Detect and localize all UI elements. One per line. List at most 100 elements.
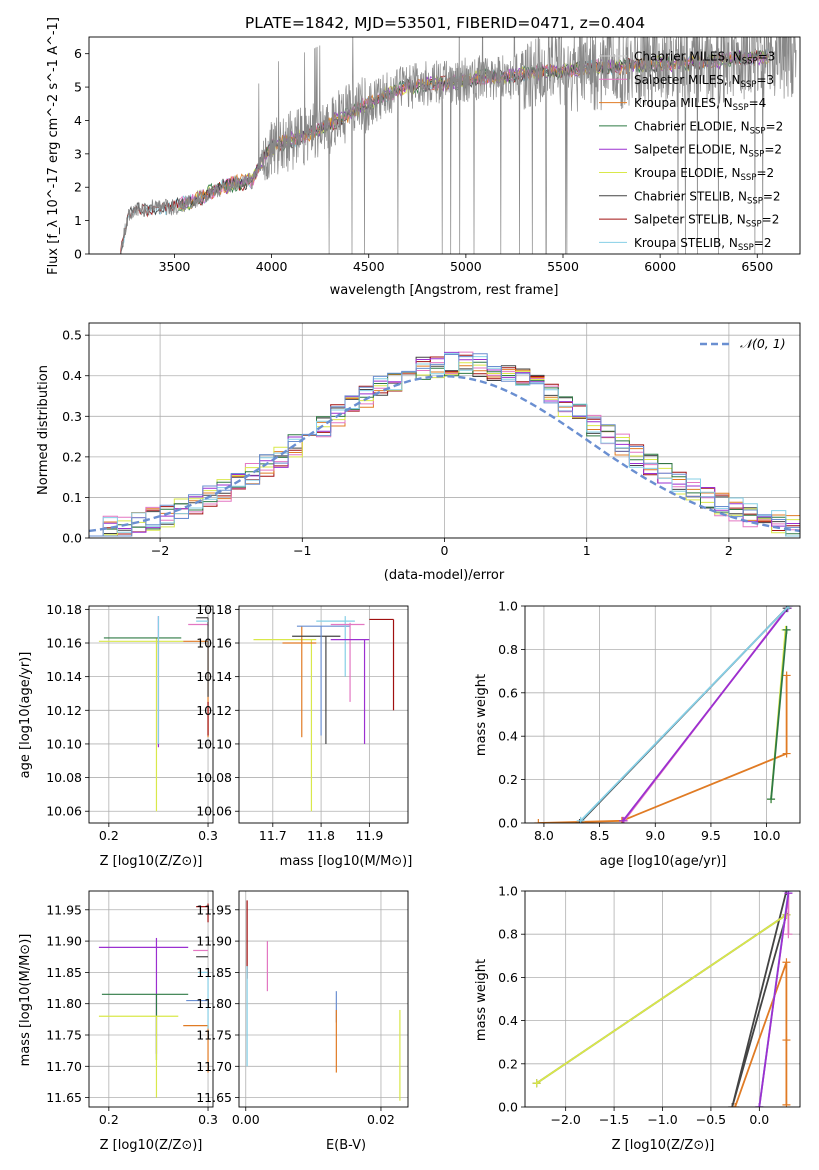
- plot-area: [525, 891, 800, 1107]
- y-tick-label: 11.80: [196, 996, 232, 1011]
- legend-tail: =2: [766, 119, 784, 133]
- y-tick-label: 10.06: [46, 804, 82, 819]
- legend-sub: SSP: [741, 80, 757, 90]
- y-axis-label: mass [log10(M/M⊙)]: [18, 934, 33, 1067]
- weight-line: [622, 607, 789, 822]
- legend-tail: =2: [763, 189, 781, 203]
- legend-sub: SSP: [733, 103, 749, 113]
- x-tick-label: 4500: [353, 259, 385, 274]
- panel-residuals: −2 −1 0 1 2 0.0 0.1 0.2 0.3 0.4 0.5 𝒩(0, 1) (data-mo…: [36, 322, 801, 583]
- y-tick-label: 0.4: [498, 1013, 518, 1028]
- legend-tail: =3: [758, 50, 776, 64]
- plot-area: [89, 891, 213, 1107]
- panel-age_vs_Z: 0.2 0.3 10.06 10.08 10.10 10.12 10.14 10.16 10.1…: [18, 602, 218, 869]
- y-tick-label: 3: [74, 146, 82, 161]
- y-tick-label: 10.08: [46, 770, 82, 785]
- panel-massweight_vs_age: 8.0 8.5 9.0 9.5 10.0 0.0 0.2 0.4 0.6 0.8 1.0 age [l…: [474, 599, 801, 869]
- legend-label: Kroupa ELODIE, NSSP=2: [634, 166, 774, 183]
- legend-sub: SSP: [738, 243, 754, 253]
- legend-sub: SSP: [746, 220, 762, 230]
- histogram: [89, 353, 800, 537]
- legend-tail: =2: [764, 143, 782, 157]
- weight-marker: [782, 625, 791, 634]
- y-tick-label: 0.8: [498, 927, 518, 942]
- x-tick-label: 11.7: [259, 828, 287, 843]
- x-tick-label: 5500: [547, 259, 579, 274]
- y-tick-label: 0: [74, 247, 82, 262]
- legend-label: Kroupa STELIB, NSSP=2: [634, 236, 772, 253]
- legend-label: Chabrier STELIB, NSSP=2: [634, 189, 781, 206]
- axes-frame: [88, 322, 801, 539]
- y-tick-label: 0.6: [498, 970, 518, 985]
- legend-sub: SSP: [741, 173, 757, 183]
- weight-marker: [728, 1103, 737, 1107]
- axes-frame: [238, 605, 409, 824]
- y-tick-label: 10.12: [196, 703, 232, 718]
- x-tick-label: −1.5: [599, 1112, 629, 1127]
- x-axis-label: Z [log10(Z/Z⊙)]: [612, 1138, 715, 1153]
- y-tick-label: 11.65: [46, 1090, 82, 1105]
- legend-label: Salpeter STELIB, NSSP=2: [634, 213, 779, 230]
- legend-tail: =3: [756, 73, 774, 87]
- legend-sub: SSP: [747, 196, 763, 206]
- x-axis-label: Z [log10(Z/Z⊙)]: [100, 1138, 203, 1153]
- weight-marker: [534, 819, 543, 823]
- y-tick-label: 0.2: [62, 449, 82, 464]
- panel-mass_vs_ebv: 0.00 0.02 11.65 11.70 11.75 11.80 11.85 11.90 11…: [196, 890, 409, 1153]
- legend-sub: SSP: [750, 126, 766, 136]
- x-tick-label: 0.00: [232, 1112, 260, 1127]
- y-tick-label: 2: [74, 180, 82, 195]
- legend-tail: =2: [762, 213, 780, 227]
- weight-marker: [782, 1100, 791, 1107]
- y-tick-label: 10.14: [196, 669, 232, 684]
- y-tick-label: 11.75: [46, 1028, 82, 1043]
- y-tick-label: 11.85: [196, 965, 232, 980]
- y-tick-label: 10.10: [46, 736, 82, 751]
- weight-marker: [618, 816, 627, 823]
- y-tick-label: 0.2: [498, 772, 518, 787]
- legend-label: Chabrier ELODIE, NSSP=2: [634, 119, 783, 136]
- y-tick-label: 0.0: [62, 531, 82, 546]
- axes-frame: [88, 605, 214, 824]
- x-tick-label: 9.0: [645, 828, 665, 843]
- y-tick-label: 0.2: [498, 1056, 518, 1071]
- y-tick-label: 6: [74, 46, 82, 61]
- x-tick-label: 11.9: [355, 828, 383, 843]
- x-tick-label: −0.5: [696, 1112, 726, 1127]
- legend-label: Chabrier MILES, NSSP=3: [634, 50, 775, 67]
- y-axis-label: Normed distribution: [36, 365, 51, 495]
- figure-title: PLATE=1842, MJD=53501, FIBERID=0471, z=0…: [245, 14, 645, 32]
- legend: Chabrier MILES, NSSP=3 Salpeter MILES, NS…: [599, 50, 783, 253]
- y-tick-label: 11.85: [46, 965, 82, 980]
- y-tick-label: 0.6: [498, 685, 518, 700]
- y-tick-label: 11.95: [196, 902, 232, 917]
- x-axis-label: (data-model)/error: [384, 568, 505, 583]
- axes-frame: [238, 890, 409, 1108]
- panel-age_vs_mass: 11.7 11.8 11.9 10.06 10.08 10.10 10.12 10.14 10.…: [196, 602, 412, 869]
- y-tick-label: 10.18: [46, 602, 82, 617]
- plot-area: [525, 606, 800, 823]
- weight-line: [536, 914, 787, 1084]
- legend-sub: SSP: [742, 57, 758, 67]
- x-tick-label: 0.0: [749, 1112, 769, 1127]
- weight-marker: [782, 1036, 791, 1045]
- y-tick-label: 11.95: [46, 902, 82, 917]
- y-tick-label: 0.4: [498, 729, 518, 744]
- x-axis-label: E(B-V): [326, 1138, 366, 1153]
- x-tick-label: 0.2: [99, 1112, 119, 1127]
- panel-spectrum: 3500 4000 4500 5000 5500 6000 6500 0 1 2 3 4 5 6 wavel…: [46, 17, 801, 298]
- y-tick-label: 11.65: [196, 1090, 232, 1105]
- y-tick-label: 5: [74, 80, 82, 95]
- x-tick-label: 4000: [256, 259, 288, 274]
- x-tick-label: −1: [293, 543, 311, 558]
- y-tick-label: 10.14: [46, 669, 82, 684]
- x-tick-label: 2: [725, 543, 733, 558]
- legend-tail: =2: [754, 236, 772, 250]
- weight-marker: [782, 749, 791, 758]
- x-tick-label: 0: [441, 543, 449, 558]
- y-tick-label: 10.16: [46, 636, 82, 651]
- weight-marker: [784, 606, 793, 610]
- plot-area: [239, 891, 408, 1107]
- legend-tail: =4: [749, 96, 767, 110]
- weight-marker: [782, 671, 791, 680]
